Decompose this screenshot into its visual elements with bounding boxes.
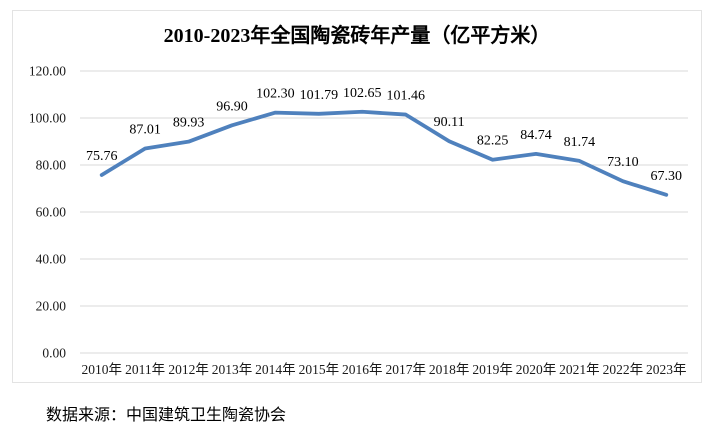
data-point-label: 75.76 [86, 149, 118, 164]
x-axis-tick-label: 2023年 [646, 362, 687, 377]
y-axis-tick-label: 40.00 [36, 252, 67, 267]
x-axis-tick-label: 2020年 [516, 362, 557, 377]
data-point-label: 102.65 [343, 86, 382, 101]
x-axis-tick-label: 2017年 [385, 362, 426, 377]
y-axis-tick-label: 80.00 [36, 158, 67, 173]
y-axis-tick-label: 0.00 [42, 346, 66, 361]
source-note: 数据来源：中国建筑卫生陶瓷协会 [46, 407, 287, 424]
x-axis-tick-label: 2021年 [559, 362, 600, 377]
data-point-label: 84.74 [520, 128, 552, 143]
chart-frame [12, 10, 702, 383]
x-axis-tick-label: 2011年 [125, 362, 165, 377]
x-axis-tick-label: 2015年 [299, 362, 340, 377]
data-point-label: 73.10 [607, 155, 639, 170]
data-point-label: 101.79 [300, 88, 339, 103]
data-point-label: 101.46 [386, 89, 425, 104]
production-series-line [99, 109, 669, 197]
data-point-label: 82.25 [477, 134, 509, 149]
y-axis-tick-label: 100.00 [29, 111, 66, 126]
x-axis-tick-label: 2010年 [81, 362, 122, 377]
x-axis-tick-label: 2016年 [342, 362, 383, 377]
data-point-label: 87.01 [129, 123, 161, 138]
data-point-label: 81.74 [564, 135, 596, 150]
x-axis-tick-label: 2013年 [212, 362, 253, 377]
chart-title: 2010-2023年全国陶瓷砖年产量（亿平方米） [163, 25, 551, 47]
data-point-label: 90.11 [434, 115, 465, 130]
y-axis-tick-label: 20.00 [36, 299, 67, 314]
data-point-label: 67.30 [651, 169, 683, 184]
data-point-label: 96.90 [216, 99, 248, 114]
x-axis-tick-label: 2022年 [603, 362, 644, 377]
y-axis-tick-label: 60.00 [36, 205, 67, 220]
data-point-label: 102.30 [256, 87, 295, 102]
x-axis-tick-label: 2018年 [429, 362, 470, 377]
x-axis-tick-label: 2014年 [255, 362, 296, 377]
x-axis-tick-label: 2019年 [472, 362, 513, 377]
y-axis-tick-label: 120.00 [29, 64, 66, 79]
data-point-label: 89.93 [173, 116, 205, 131]
x-axis-tick-label: 2012年 [168, 362, 209, 377]
